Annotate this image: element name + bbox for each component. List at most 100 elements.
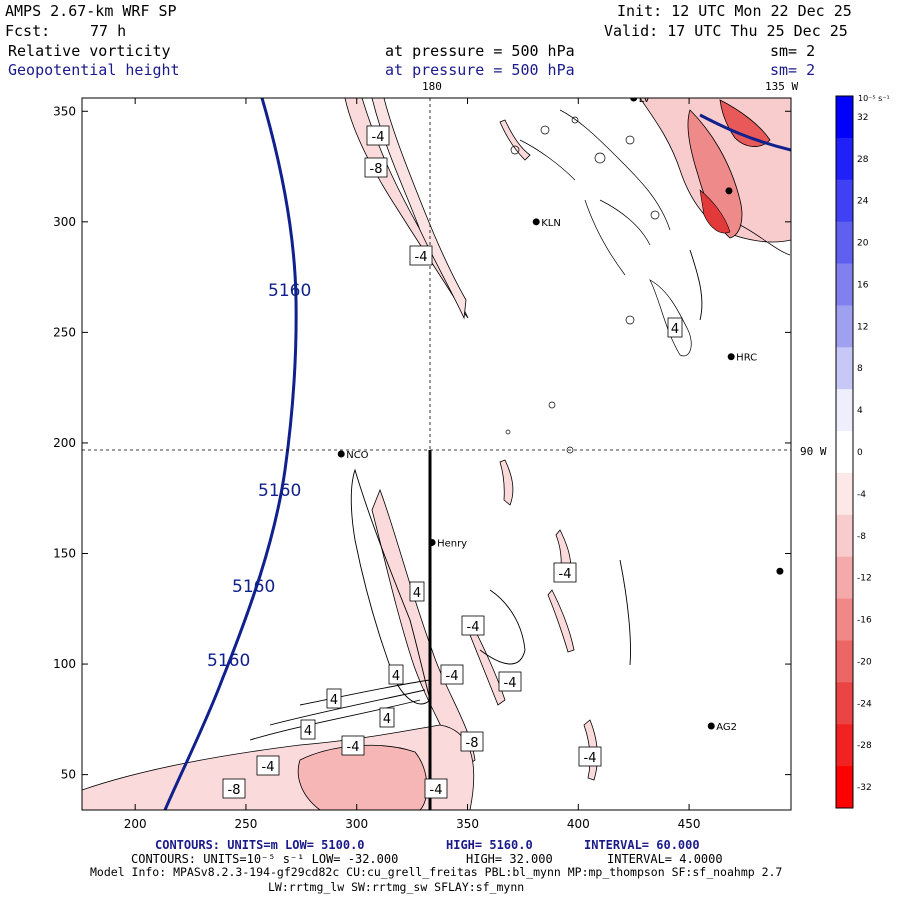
vort-label: 4 [392,669,400,684]
model-title: AMPS 2.67-km WRF SP [5,2,177,20]
vort-label-box [326,688,342,709]
x-tick-label: 300 [345,817,368,831]
colorbar-label: -28 [857,741,872,751]
footer-contours-height: CONTOURS: UNITS=m LOW= 5100.0 [155,838,365,852]
vort-label-box [409,245,433,266]
vort-label-box [300,719,316,740]
vorticity-positive-contours [249,249,703,741]
colorbar-segment [836,263,853,306]
x-tick-label: 250 [235,817,258,831]
colorbar-unit: 10⁻⁵ s⁻¹ [858,94,890,103]
x-tick-label: 400 [567,817,590,831]
colorbar-segment [836,96,853,139]
vort-label-box [222,778,246,799]
x-tick-label: 450 [678,817,701,831]
forecast-label: Fcst: [5,22,51,40]
colorbar-label: 32 [857,113,868,123]
vort-label: -4 [372,130,385,145]
vort-label-box [424,778,448,799]
station-label: LV [639,94,650,105]
footer-height-high: HIGH= 5160.0 [446,838,533,852]
colorbar-label: -16 [857,616,872,626]
colorbar-segment [836,514,853,558]
vort-label-box [388,664,404,685]
y-tick-label: 50 [61,768,76,782]
colorbar-segment [836,305,853,348]
y-axis: 350 300 250 200 150 100 50 [53,104,791,782]
vort-label: -4 [584,751,597,766]
vort-label: -4 [467,620,480,635]
station-dot [727,353,735,361]
station-label: KLN [541,218,561,229]
vort-label-box [498,671,522,692]
height-labels: 5160 5160 5160 5160 [207,281,311,671]
colorbar: 32 28 24 20 16 12 8 4 0 -4 -8 -12 -16 -20 -24 -28 -32 [835,95,872,809]
station-markers: NCO Henry KLN HRC AG2 LV [337,94,784,733]
meridian-label-135w: 135 W [765,80,798,93]
plot-frame [81,97,792,811]
y-tick-label: 100 [53,657,76,671]
colorbar-segment [836,221,853,265]
footer-contours-vorticity: CONTOURS: UNITS=10⁻⁵ s⁻¹ LOW= -32.000 [131,852,399,866]
colorbar-label: -32 [857,783,872,793]
vort-label: 4 [383,712,391,727]
vort-label: -8 [466,736,479,751]
colorbar-label: -8 [857,532,866,542]
vort-label-box [460,731,484,752]
x-tick-label: 350 [456,817,479,831]
colorbar-segment [836,179,853,223]
colorbar-label: -20 [857,657,872,667]
colorbar-label: 8 [857,364,863,374]
plot-area: NCO Henry KLN HRC AG2 LV 5160 5160 5160 5160 … [82,94,791,810]
field2-name: Geopotential height [8,61,180,79]
station-label: HRC [736,353,757,364]
vort-label-box [440,664,464,685]
colorbar-segment [836,682,853,725]
station-dot [776,567,784,575]
colorbar-segment [836,137,853,181]
station-label: NCO [346,450,368,461]
vort-label: -4 [347,740,360,755]
vort-label: -4 [415,250,428,265]
vort-label: -4 [446,669,459,684]
colorbar-label: -24 [857,699,872,709]
vort-label-box [409,581,425,602]
height-contour-ne [699,113,791,152]
vort-label: -4 [430,783,443,798]
height-label: 5160 [207,651,250,671]
vorticity-labels: -4 -8 -4 4 4 -4 -4 4 4 4 4 -4 -4 -8 -4 -4 -4 -8 -4 [222,125,683,799]
colorbar-label: 12 [857,322,868,332]
station-label: Henry [437,538,467,549]
init-time: Init: 12 UTC Mon 22 Dec 25 [617,2,852,20]
y-tick-label: 350 [53,104,76,118]
footer-vorticity-high: HIGH= 32.000 [466,852,553,866]
vort-label: 4 [413,586,421,601]
meridian-label-180: 180 [422,80,442,93]
colorbar-segment [836,640,853,683]
colorbar-segment [836,598,853,641]
colorbar-segment [836,724,853,767]
field1-smoothing: sm= 2 [770,42,816,60]
colorbar-label: 24 [857,197,869,207]
x-axis: 200 250 300 350 400 450 [124,98,701,831]
vorticity-ne-cluster [505,98,791,454]
vort-label-box [379,707,395,728]
height-contour-5160 [163,98,298,810]
height-label: 5160 [268,281,311,301]
footer-model-info-2: LW:rrtmg_lw SW:rrtmg_sw SFLAY:sf_mynn [268,880,525,894]
colorbar-frame [835,95,854,809]
colorbar-segment [836,431,853,474]
field2-level: at pressure = 500 hPa [385,61,575,79]
colorbar-segment [836,766,853,809]
footer-height-interval: INTERVAL= 60.000 [584,838,700,852]
colorbar-label: 0 [857,448,863,458]
station-dot [428,538,436,546]
colorbar-segment [836,556,853,600]
valid-time: Valid: 17 UTC Thu 25 Dec 25 [604,22,848,40]
vort-label-box [256,755,280,776]
vort-label-box [553,562,577,583]
y-tick-label: 300 [53,215,76,229]
vort-label: 4 [671,322,679,337]
parallel-label-90w: 90 W [800,445,827,458]
